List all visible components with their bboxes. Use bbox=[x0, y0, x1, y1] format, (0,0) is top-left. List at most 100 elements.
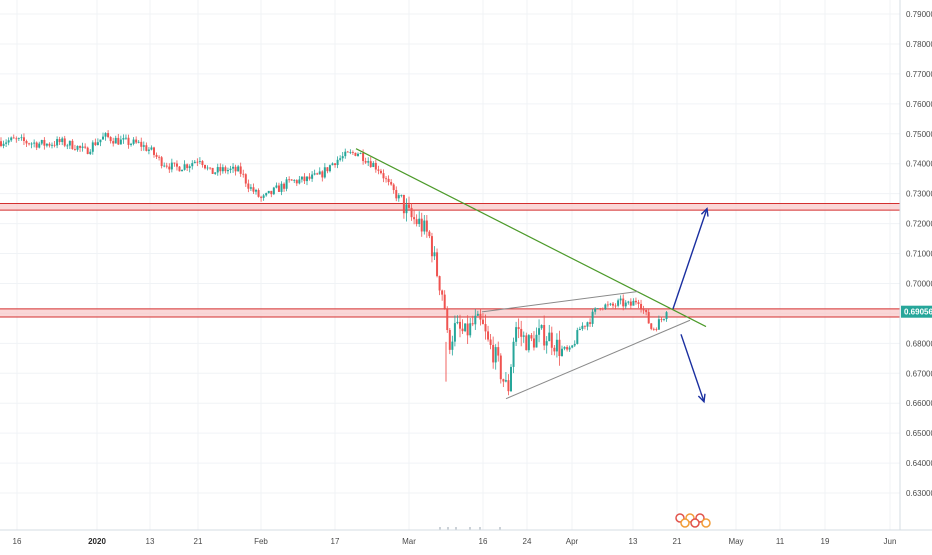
x-tick-label: Jun bbox=[884, 537, 897, 546]
candle-body bbox=[456, 321, 459, 324]
drawings bbox=[355, 148, 709, 404]
candle-body bbox=[543, 325, 546, 346]
candle-body bbox=[252, 187, 255, 192]
candle-body bbox=[609, 303, 612, 305]
candle-body bbox=[510, 366, 512, 392]
candle-body bbox=[132, 139, 135, 144]
candle-body bbox=[188, 166, 191, 169]
x-tick-label: 16 bbox=[479, 537, 488, 546]
candle-body bbox=[163, 165, 166, 167]
candle-body bbox=[262, 195, 265, 198]
candle-body bbox=[35, 142, 38, 148]
wedge-upper-line bbox=[481, 291, 639, 313]
last-price-label: 0.69056 bbox=[904, 308, 932, 317]
candle-body bbox=[448, 329, 451, 350]
x-tick-label: 13 bbox=[629, 537, 638, 546]
candle-body bbox=[53, 144, 56, 146]
candle-body bbox=[331, 163, 334, 166]
candle-body bbox=[38, 143, 41, 148]
candle-body bbox=[517, 327, 520, 329]
x-tick-label: 19 bbox=[821, 537, 830, 546]
candle-body bbox=[504, 380, 507, 382]
candle-body bbox=[665, 312, 668, 320]
candle-body bbox=[51, 144, 53, 146]
candle-body bbox=[525, 335, 528, 351]
x-tick-label: May bbox=[728, 537, 743, 546]
candle-body bbox=[423, 220, 426, 232]
candle-body bbox=[642, 309, 645, 311]
candle-body bbox=[96, 142, 99, 146]
y-tick-label: 0.63000 bbox=[906, 489, 932, 498]
candle-body bbox=[436, 252, 439, 277]
candle-body bbox=[311, 174, 314, 179]
candle-body bbox=[576, 330, 579, 344]
x-tick-label: 2020 bbox=[88, 537, 106, 546]
candle-body bbox=[581, 325, 584, 329]
candle-body bbox=[397, 195, 400, 199]
candle-body bbox=[382, 173, 385, 179]
candle-body bbox=[357, 153, 359, 156]
candle-body bbox=[12, 137, 15, 139]
candle-body bbox=[367, 161, 370, 163]
candle-body bbox=[494, 347, 497, 363]
candle-body bbox=[277, 185, 280, 192]
candle-body bbox=[58, 139, 61, 143]
candle-body bbox=[183, 164, 186, 170]
candle-body bbox=[306, 176, 308, 182]
candle-body bbox=[390, 182, 393, 185]
candle-body bbox=[571, 345, 574, 348]
candle-body bbox=[612, 303, 614, 306]
last-price-tag bbox=[901, 305, 932, 318]
candle-body bbox=[402, 194, 405, 214]
downtrend-line bbox=[355, 148, 707, 328]
bearish-projection-arrow bbox=[680, 334, 705, 402]
horizontal-zones bbox=[0, 203, 900, 318]
candle-body bbox=[594, 308, 597, 312]
candle-body bbox=[599, 308, 602, 309]
candle-body bbox=[339, 158, 342, 160]
candle-body bbox=[372, 162, 375, 167]
candle-body bbox=[364, 161, 367, 163]
candle-body bbox=[471, 323, 474, 325]
candle-body bbox=[313, 173, 316, 175]
event-marker-icon bbox=[690, 518, 700, 528]
candle-body bbox=[428, 231, 431, 237]
candle-body bbox=[344, 151, 347, 157]
candle-body bbox=[464, 323, 467, 332]
candle-body bbox=[459, 321, 461, 329]
candle-body bbox=[430, 236, 433, 257]
candle-body bbox=[265, 193, 268, 196]
candle-body bbox=[566, 346, 569, 350]
candle-body bbox=[328, 165, 331, 172]
candle-body bbox=[433, 252, 436, 257]
candle-body bbox=[81, 146, 84, 148]
candle-body bbox=[66, 145, 69, 147]
candle-body bbox=[323, 167, 326, 178]
candle-body bbox=[175, 163, 178, 167]
x-tick-label: Apr bbox=[566, 537, 579, 546]
candle-body bbox=[5, 142, 8, 144]
candle-body bbox=[17, 138, 20, 139]
x-tick-label: 16 bbox=[13, 537, 22, 546]
candle-body bbox=[226, 170, 229, 172]
candle-body bbox=[540, 325, 543, 329]
x-axis[interactable]: 16 2020 13 21 Feb 17 Mar 16 24 Apr 13 21 May 11 19 Jun bbox=[13, 537, 897, 546]
candle-body bbox=[606, 304, 609, 306]
wedge-lower-line bbox=[505, 319, 691, 400]
candle-body bbox=[647, 312, 650, 324]
candle-body bbox=[573, 343, 576, 346]
candle-body bbox=[63, 138, 66, 146]
candle-body bbox=[413, 217, 416, 220]
